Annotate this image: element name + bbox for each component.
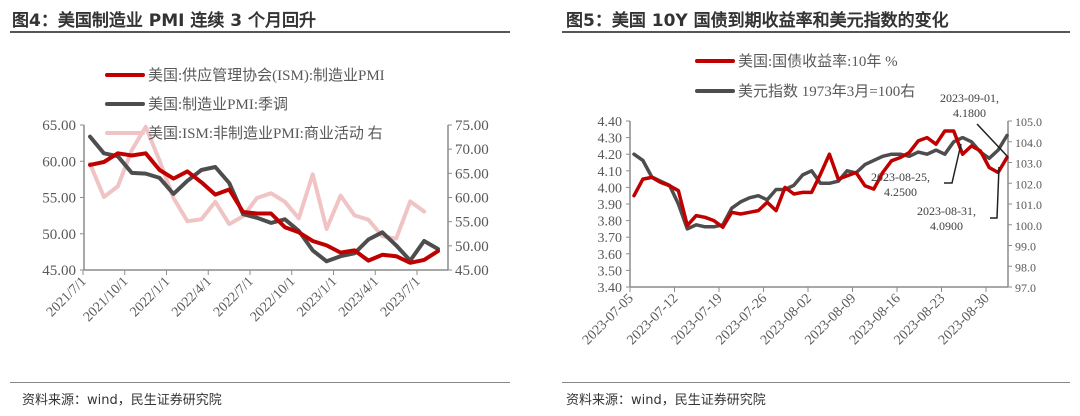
legend-item-nonmanufacturing: 美国:ISM:非制造业PMI:商业活动 右 — [105, 122, 383, 143]
right-y-tick-label: 50.00 — [455, 239, 489, 255]
series-line — [632, 133, 1009, 231]
legend-swatch — [695, 58, 735, 63]
right-y-tick-label: 100.0 — [1015, 219, 1042, 233]
legend-item-dollar-index: 美元指数 1973年3月=100右 — [695, 80, 915, 101]
annotation-leader-line — [990, 166, 1000, 219]
left-y-tick-label: 50.00 — [42, 227, 76, 243]
annotation-2023-08-31: 2023-08-31, 4.0900 — [917, 204, 976, 234]
series-line — [88, 124, 427, 241]
legend-item-ism-manufacturing: 美国:供应管理协会(ISM):制造业PMI — [105, 64, 385, 85]
left-y-tick-label: 4.00 — [598, 181, 623, 196]
series-line — [88, 151, 440, 265]
right-source-note: 资料来源：wind，民生证券研究院 — [566, 393, 766, 408]
x-tick-label: 2023/7/1 — [378, 274, 424, 320]
legend-item-10y-yield: 美国:国债收益率:10年 % — [695, 50, 898, 71]
annotation-value: 4.0900 — [930, 219, 963, 233]
legend-swatch — [105, 130, 145, 135]
legend-label: 美元指数 1973年3月=100右 — [738, 84, 916, 100]
right-y-tick-label: 65.00 — [455, 166, 489, 182]
left-y-tick-label: 4.40 — [598, 115, 623, 130]
right-y-tick-label: 104.0 — [1015, 136, 1042, 150]
legend-swatch — [695, 88, 735, 93]
right-y-tick-label: 101.0 — [1015, 198, 1042, 212]
series-line — [88, 134, 440, 264]
left-y-tick-label: 4.10 — [598, 165, 623, 180]
annotation-2023-08-25: 2023-08-25, 4.2500 — [871, 170, 930, 200]
left-y-tick-label: 55.00 — [42, 191, 76, 207]
annotation-2023-09-01: 2023-09-01, 4.1800 — [940, 91, 999, 121]
right-y-tick-label: 75.00 — [455, 118, 489, 134]
left-y-tick-label: 4.20 — [598, 148, 623, 163]
right-y-tick-label: 102.0 — [1015, 177, 1042, 191]
right-chart-title: 图5：美国 10Y 国债到期收益率和美元指数的变化 — [566, 11, 949, 31]
legend-label: 美国:国债收益率:10年 % — [738, 54, 898, 70]
x-tick-label: 2022/4/1 — [169, 274, 215, 320]
right-y-tick-label: 97.0 — [1015, 281, 1036, 295]
left-y-tick-label: 3.90 — [598, 198, 623, 213]
legend-swatch — [105, 72, 145, 77]
left-y-tick-label: 60.00 — [42, 154, 76, 170]
annotation-leader-line — [944, 143, 962, 184]
series-line — [632, 129, 1009, 229]
legend-swatch — [105, 101, 145, 106]
x-tick-label: 2023/1/1 — [295, 274, 341, 320]
right-title-divider — [562, 31, 1070, 33]
legend-item-manufacturing-sa: 美国:制造业PMI:季调 — [105, 93, 288, 114]
right-y-tick-label: 105.0 — [1015, 115, 1042, 129]
right-footer-divider — [562, 382, 1070, 383]
annotation-value: 4.2500 — [884, 185, 917, 199]
x-tick-label: 2023/4/1 — [336, 274, 382, 320]
left-footer-divider — [10, 382, 510, 383]
left-y-tick-label: 45.00 — [42, 263, 76, 279]
left-y-tick-label: 65.00 — [42, 118, 76, 134]
x-tick-label: 2022/10/1 — [248, 274, 299, 325]
legend-label: 美国:ISM:非制造业PMI:商业活动 右 — [148, 126, 383, 142]
left-y-tick-label: 3.80 — [598, 215, 623, 230]
right-y-tick-label: 98.0 — [1015, 260, 1036, 274]
left-title-divider — [10, 31, 510, 33]
right-y-tick-label: 103.0 — [1015, 157, 1042, 171]
left-y-tick-label: 3.40 — [598, 281, 623, 296]
annotation-leader-line — [976, 123, 1009, 158]
right-y-tick-label: 99.0 — [1015, 240, 1036, 254]
right-y-tick-label: 60.00 — [455, 191, 489, 207]
right-y-tick-label: 70.00 — [455, 142, 489, 158]
annotation-label: 2023-09-01, — [940, 91, 999, 105]
annotation-label: 2023-08-31, — [917, 204, 976, 218]
x-tick-label: 2022/1/1 — [128, 274, 174, 320]
left-source-note: 资料来源：wind，民生证券研究院 — [22, 393, 222, 408]
x-tick-label: 2021/10/1 — [81, 274, 132, 325]
left-y-tick-label: 3.50 — [598, 264, 623, 279]
legend-label: 美国:供应管理协会(ISM):制造业PMI — [148, 68, 385, 84]
right-y-tick-label: 45.00 — [455, 263, 489, 279]
annotation-value: 4.1800 — [953, 106, 986, 120]
right-y-tick-label: 55.00 — [455, 215, 489, 231]
left-y-tick-label: 3.60 — [598, 248, 623, 263]
legend-label: 美国:制造业PMI:季调 — [148, 97, 289, 113]
left-y-tick-label: 3.70 — [598, 231, 623, 246]
left-chart-title: 图4：美国制造业 PMI 连续 3 个月回升 — [12, 11, 317, 31]
annotation-label: 2023-08-25, — [871, 170, 930, 184]
left-y-tick-label: 4.30 — [598, 132, 623, 147]
